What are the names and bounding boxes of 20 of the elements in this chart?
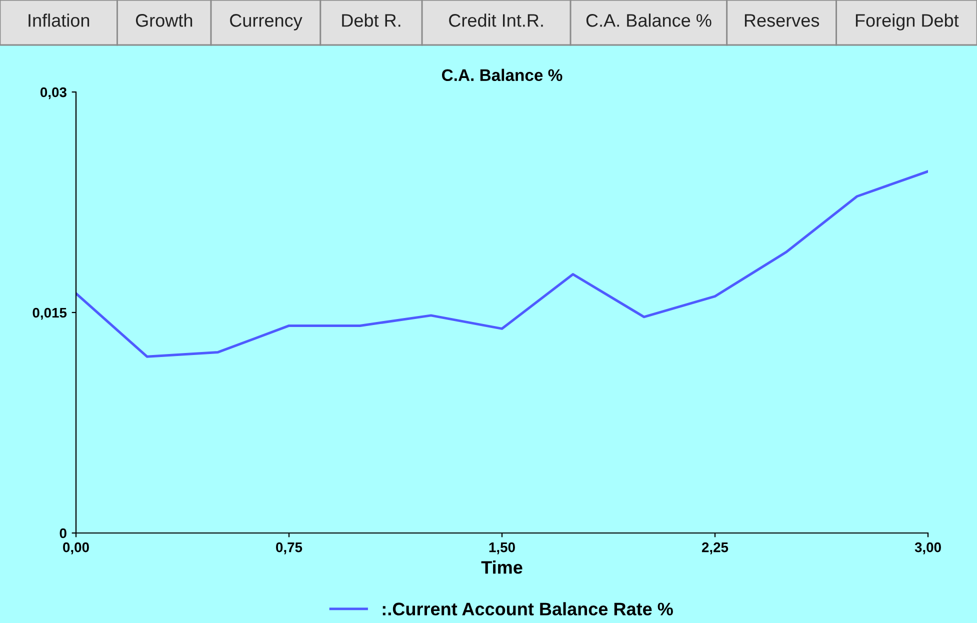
x-tick-label: 0,00 (63, 542, 89, 554)
x-tick-label: 3,00 (914, 542, 941, 554)
text: Currency (230, 14, 302, 30)
y-tick-label: 0,015 (32, 308, 67, 320)
text: Inflation (28, 14, 90, 27)
x-axis-title: Time (481, 560, 522, 574)
text: C.A. Balance % (586, 14, 712, 27)
chart-title: C.A. Balance % (442, 68, 562, 82)
line-series (76, 170, 928, 358)
x-tick-label: 1,50 (489, 542, 515, 554)
text: Foreign Debt (856, 14, 959, 30)
text: Reserves (744, 14, 820, 27)
y-tick-label: 0,03 (40, 87, 66, 100)
x-tick-label: 2,25 (702, 542, 728, 554)
x-tick-label: 0,75 (276, 542, 302, 554)
text: Credit Int.R. (449, 14, 543, 27)
text: Debt R. (342, 14, 400, 27)
text: Growth (136, 14, 192, 27)
legend-label: :.Current Account Balance Rate % (382, 602, 673, 616)
y-tick-label: 0 (60, 528, 66, 538)
